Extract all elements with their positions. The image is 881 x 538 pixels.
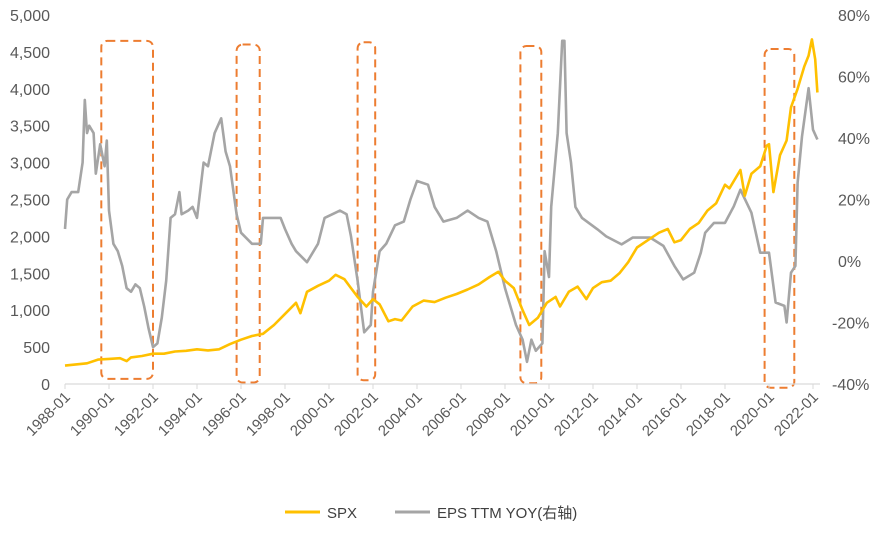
left-tick-label: 3,000: [10, 156, 50, 173]
x-axis: 1988-011990-011992-011994-011996-011998-…: [23, 384, 822, 440]
x-tick-label: 1990-01: [67, 389, 118, 440]
x-tick-label: 2014-01: [595, 389, 646, 440]
x-tick-label: 1992-01: [111, 389, 162, 440]
x-tick-label: 1988-01: [23, 389, 74, 440]
left-tick-label: 2,500: [10, 193, 50, 210]
x-tick-label: 2006-01: [419, 389, 470, 440]
highlight-region-2: [235, 43, 261, 384]
highlight-region-5: [763, 47, 796, 389]
x-tick-label: 1994-01: [155, 389, 206, 440]
left-tick-label: 1,500: [10, 266, 50, 283]
legend-item-spx[interactable]: SPX: [285, 505, 357, 522]
x-tick-label: 2002-01: [331, 389, 382, 440]
x-tick-label: 2022-01: [771, 389, 822, 440]
x-tick-label: 2008-01: [463, 389, 514, 440]
right-tick-label: 40%: [838, 131, 870, 148]
right-tick-label: -40%: [832, 377, 869, 394]
highlight-region-3: [356, 41, 377, 382]
left-tick-label: 5,000: [10, 8, 50, 25]
right-tick-label: 80%: [838, 8, 870, 25]
x-tick-label: 2016-01: [639, 389, 690, 440]
eps-yoy-line: [63, 39, 819, 364]
highlight-region-4: [519, 44, 543, 385]
highlight-region-1: [100, 39, 155, 380]
x-tick-label: 2012-01: [551, 389, 602, 440]
left-tick-label: 2,000: [10, 229, 50, 246]
x-tick-label: 1996-01: [199, 389, 250, 440]
right-y-axis: -40% -20% 0% 20% 40% 60% 80%: [832, 8, 870, 394]
legend-label-spx: SPX: [327, 505, 357, 522]
x-tick-label: 1998-01: [243, 389, 294, 440]
x-tick-label: 2010-01: [507, 389, 558, 440]
left-tick-label: 4,000: [10, 82, 50, 99]
right-tick-label: -20%: [832, 316, 869, 333]
left-tick-label: 4,500: [10, 45, 50, 62]
x-tick-label: 2004-01: [375, 389, 426, 440]
x-tick-label: 2000-01: [287, 389, 338, 440]
x-tick-label: 2020-01: [727, 389, 778, 440]
right-tick-label: 0%: [838, 254, 861, 271]
left-tick-label: 0: [41, 377, 50, 394]
right-tick-label: 20%: [838, 193, 870, 210]
left-tick-label: 500: [23, 340, 50, 357]
legend-label-eps: EPS TTM YOY(右轴): [437, 505, 577, 522]
left-y-axis: 0 500 1,000 1,500 2,000 2,500 3,000 3,500 4,000 4…: [10, 8, 50, 394]
left-tick-label: 1,000: [10, 303, 50, 320]
left-tick-label: 3,500: [10, 119, 50, 136]
highlight-regions: [100, 39, 796, 389]
legend: SPX EPS TTM YOY(右轴): [285, 505, 577, 522]
series-lines: [63, 38, 819, 367]
legend-item-eps[interactable]: EPS TTM YOY(右轴): [395, 505, 577, 522]
spx-line: [64, 38, 819, 367]
x-tick-label: 2018-01: [683, 389, 734, 440]
right-tick-label: 60%: [838, 70, 870, 87]
